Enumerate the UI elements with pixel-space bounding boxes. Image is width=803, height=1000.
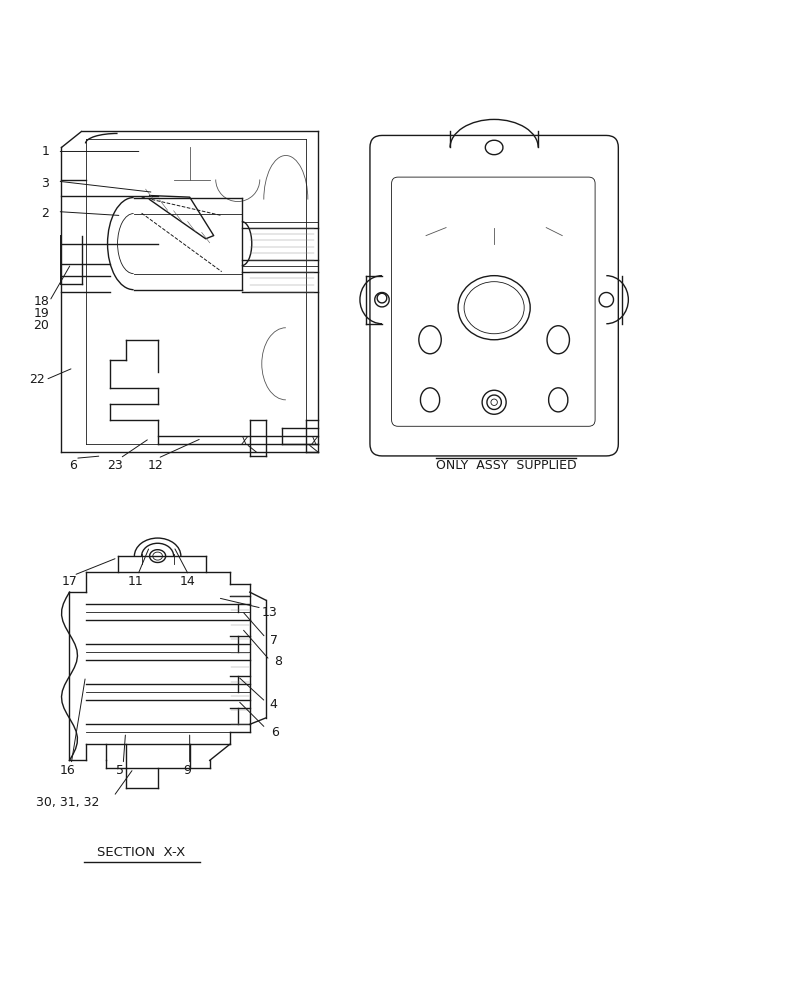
Text: 1: 1	[42, 145, 49, 158]
Text: X: X	[310, 437, 317, 447]
Text: 3: 3	[42, 177, 49, 190]
Text: 4: 4	[270, 698, 277, 711]
Text: 12: 12	[147, 459, 163, 472]
Text: 5: 5	[116, 764, 124, 777]
Text: 20: 20	[34, 319, 49, 332]
Text: 9: 9	[183, 764, 191, 777]
Text: 14: 14	[179, 575, 195, 588]
Text: X: X	[241, 437, 247, 447]
Text: 18: 18	[34, 295, 49, 308]
Text: 19: 19	[34, 307, 49, 320]
Text: SECTION  X-X: SECTION X-X	[97, 846, 185, 859]
Text: 6: 6	[70, 459, 77, 472]
Text: 8: 8	[274, 655, 282, 668]
Text: 30, 31, 32: 30, 31, 32	[36, 796, 100, 809]
Text: 22: 22	[29, 373, 44, 386]
Text: 6: 6	[271, 726, 279, 739]
Text: 13: 13	[262, 606, 277, 619]
Text: ONLY  ASSY  SUPPLIED: ONLY ASSY SUPPLIED	[435, 459, 576, 472]
Text: 11: 11	[128, 575, 144, 588]
Text: 7: 7	[270, 634, 278, 647]
Text: 2: 2	[42, 207, 49, 220]
Text: 16: 16	[59, 764, 75, 777]
Text: 23: 23	[107, 459, 123, 472]
Text: 17: 17	[62, 575, 77, 588]
